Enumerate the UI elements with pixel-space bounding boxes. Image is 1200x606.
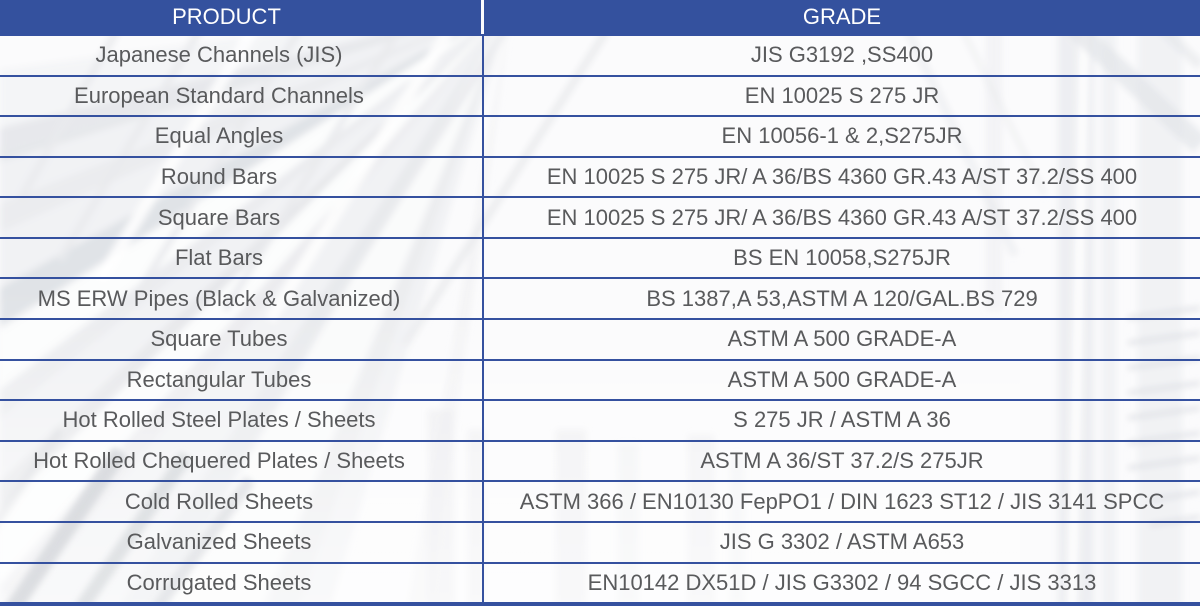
product-cell: Corrugated Sheets [0,563,484,603]
table-header-row: PRODUCT GRADE [0,0,1200,34]
table-row: Hot Rolled Steel Plates / Sheets S 275 J… [0,399,1200,440]
table-row: Japanese Channels (JIS) JIS G3192 ,SS400 [0,34,1200,75]
product-cell: Round Bars [0,157,484,197]
grade-cell: ASTM A 500 GRADE-A [727,326,957,352]
table-row: Flat Bars BS EN 10058,S275JR [0,236,1200,278]
grade-cell: JIS G3192 ,SS400 [750,42,934,68]
column-header-grade: GRADE [802,4,882,29]
table-row: MS ERW Pipes (Black & Galvanized) BS 138… [0,277,1200,319]
grade-cell: EN 10025 S 275 JR [744,82,940,108]
table-row: Galvanized Sheets JIS G 3302 / ASTM A653 [0,520,1200,562]
grade-cell: JIS G 3302 / ASTM A653 [719,529,965,555]
table-row: Rectangular Tubes ASTM A 500 GRADE-A [0,358,1200,400]
table-row: Round Bars EN 10025 S 275 JR/ A 36/BS 43… [0,155,1200,197]
product-cell: Square Tubes [0,320,484,359]
grade-cell: ASTM A 36/ST 37.2/S 275JR [700,448,984,474]
grade-cell: BS 1387,A 53,ASTM A 120/GAL.BS 729 [646,285,1038,311]
product-cell: European Standard Channels [0,76,484,116]
product-cell: Japanese Channels (JIS) [0,36,484,75]
product-cell: Hot Rolled Chequered Plates / Sheets [0,441,484,481]
product-cell: Square Bars [0,198,484,237]
product-cell: Rectangular Tubes [0,360,484,400]
grade-cell: ASTM 366 / EN10130 FepPO1 / DIN 1623 ST1… [519,488,1165,514]
column-header-product: PRODUCT [0,0,484,34]
table-row: European Standard Channels EN 10025 S 27… [0,74,1200,116]
table-row: Square Bars EN 10025 S 275 JR/ A 36/BS 4… [0,196,1200,237]
grade-cell: EN10142 DX51D / JIS G3302 / 94 SGCC / JI… [587,569,1097,595]
grade-cell: S 275 JR / ASTM A 36 [733,407,951,433]
table-row: Hot Rolled Chequered Plates / Sheets AST… [0,439,1200,481]
grade-cell: ASTM A 500 GRADE-A [727,366,957,392]
product-cell: Flat Bars [0,238,484,278]
product-cell: Equal Angles [0,117,484,156]
product-cell: Hot Rolled Steel Plates / Sheets [0,401,484,440]
table-row: Cold Rolled Sheets ASTM 366 / EN10130 Fe… [0,480,1200,521]
grade-cell: EN 10025 S 275 JR/ A 36/BS 4360 GR.43 A/… [546,164,1138,190]
product-cell: Cold Rolled Sheets [0,482,484,521]
grade-cell: EN 10056-1 & 2,S275JR [721,123,963,149]
table-row: Corrugated Sheets EN10142 DX51D / JIS G3… [0,561,1200,603]
grade-cell: EN 10025 S 275 JR/ A 36/BS 4360 GR.43 A/… [546,204,1138,230]
table-body: Japanese Channels (JIS) JIS G3192 ,SS400… [0,34,1200,603]
product-cell: Galvanized Sheets [0,522,484,562]
grade-cell: BS EN 10058,S275JR [733,245,951,271]
product-cell: MS ERW Pipes (Black & Galvanized) [0,279,484,319]
table-row: Equal Angles EN 10056-1 & 2,S275JR [0,115,1200,156]
table-row: Square Tubes ASTM A 500 GRADE-A [0,318,1200,359]
table-bottom-border [0,602,1200,606]
